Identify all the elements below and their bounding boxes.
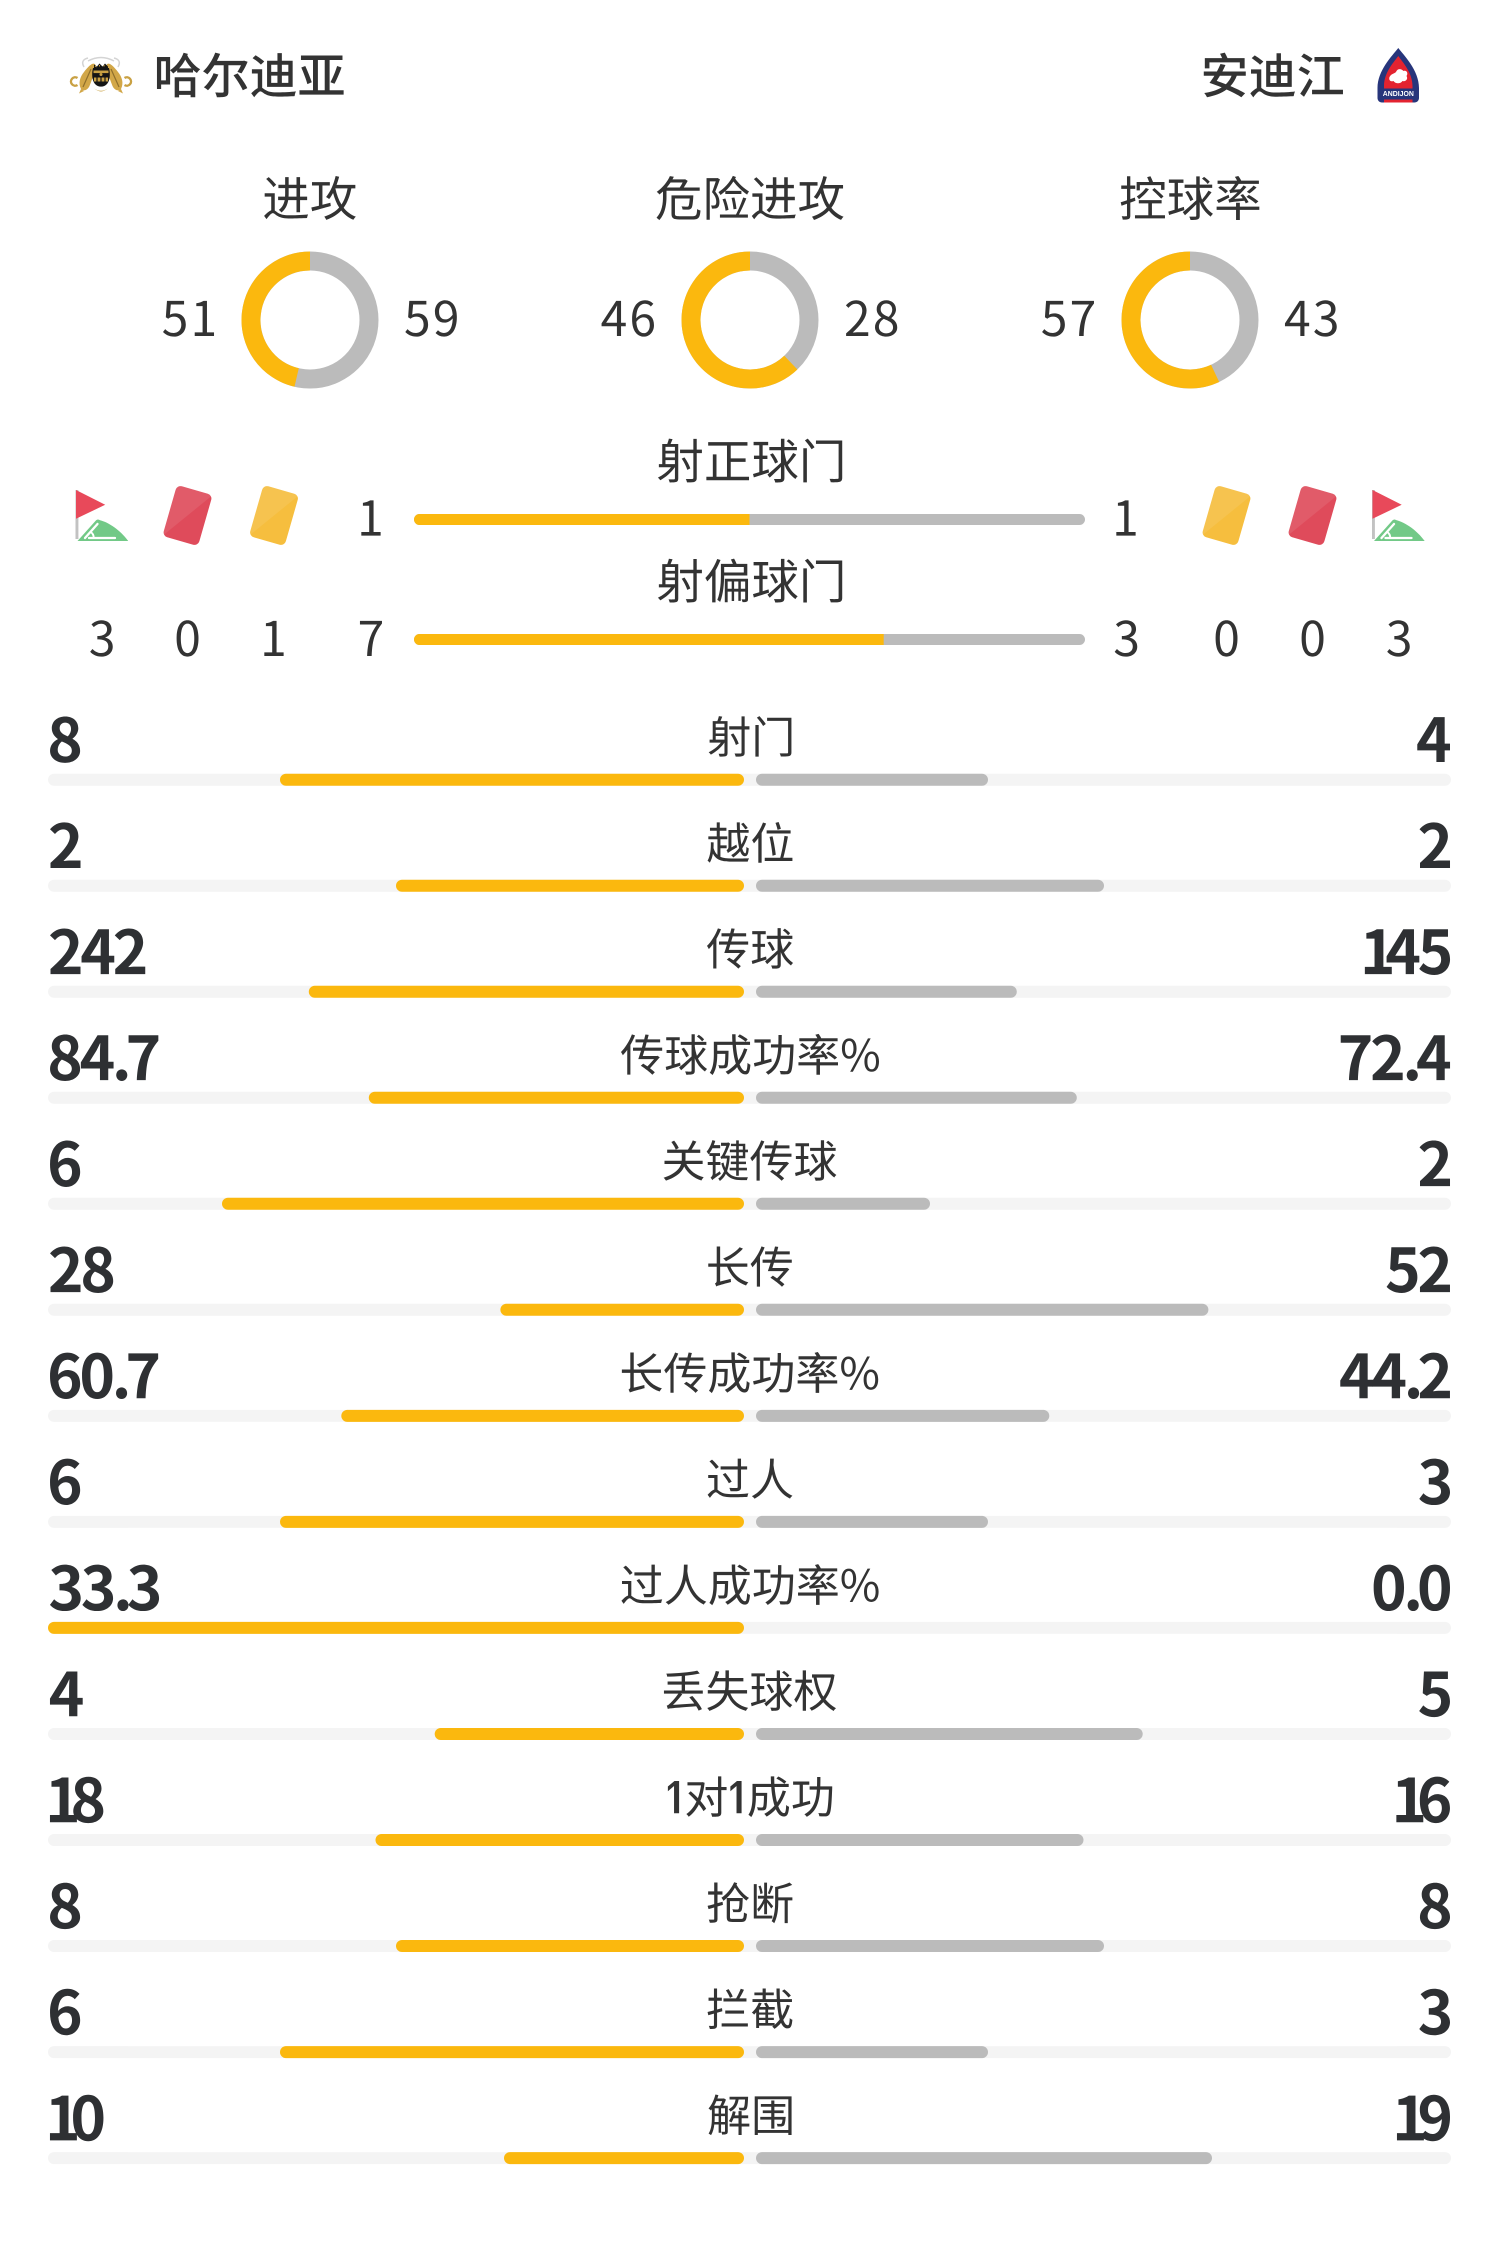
svg-text:ANDIJON: ANDIJON — [1383, 91, 1414, 98]
